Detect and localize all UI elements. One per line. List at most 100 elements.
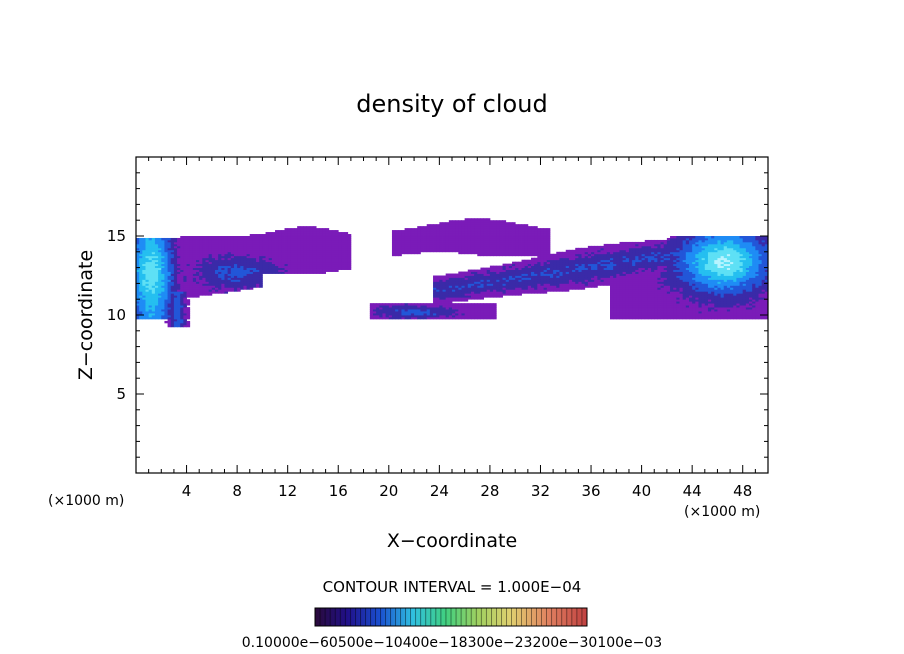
density-cell	[515, 251, 519, 255]
density-cell	[581, 259, 586, 263]
density-cell	[294, 245, 298, 249]
density-cell	[673, 255, 677, 259]
density-cell	[154, 299, 159, 302]
density-cell	[227, 265, 232, 269]
density-cell	[237, 267, 241, 270]
density-cell	[151, 241, 156, 245]
density-cell	[407, 307, 412, 310]
density-cell	[145, 301, 150, 304]
density-cell	[546, 253, 551, 257]
density-cell	[531, 230, 535, 233]
density-cell	[294, 265, 298, 269]
density-cell	[464, 285, 469, 288]
density-cell	[139, 316, 143, 320]
density-cell	[508, 245, 513, 249]
density-cell	[477, 220, 481, 223]
density-cell	[644, 271, 649, 274]
density-cell	[290, 237, 295, 241]
density-cell	[136, 249, 140, 253]
density-cell	[470, 316, 475, 320]
density-cell	[309, 243, 314, 247]
density-cell	[512, 237, 516, 241]
density-cell	[508, 237, 513, 241]
density-cell	[480, 316, 484, 320]
density-cell	[670, 267, 674, 270]
density-cell	[657, 245, 661, 249]
density-cell	[568, 265, 573, 269]
density-cell	[218, 291, 222, 294]
density-cell	[499, 287, 503, 290]
density-cell	[211, 271, 216, 274]
density-cell	[347, 261, 352, 265]
density-cell	[663, 255, 668, 259]
density-cell	[290, 265, 295, 269]
density-cell	[496, 283, 500, 286]
density-cell	[553, 263, 557, 267]
density-cell	[341, 237, 345, 241]
density-cell	[161, 313, 165, 316]
density-cell	[265, 247, 270, 251]
density-cell	[256, 255, 260, 259]
density-cell	[433, 247, 437, 251]
density-cell	[297, 247, 301, 251]
density-cell	[521, 251, 526, 255]
density-cell	[414, 303, 418, 306]
density-cell	[164, 320, 168, 324]
density-cell	[458, 236, 462, 239]
density-cell	[338, 259, 342, 263]
density-cell	[167, 261, 172, 265]
density-cell	[613, 281, 617, 284]
density-cell	[426, 226, 431, 229]
density-cell	[676, 307, 680, 310]
density-cell	[505, 281, 510, 284]
density-cell	[145, 293, 150, 296]
density-cell	[426, 309, 431, 312]
density-cell	[537, 263, 541, 267]
density-cell	[445, 279, 450, 282]
density-cell	[676, 259, 680, 263]
density-cell	[445, 239, 450, 243]
density-cell	[591, 267, 595, 270]
density-cell	[496, 291, 500, 294]
density-cell	[464, 226, 469, 229]
density-cell	[180, 271, 184, 274]
density-cell	[540, 289, 545, 292]
density-cell	[467, 316, 472, 320]
density-cell	[170, 320, 175, 324]
density-cell	[164, 237, 168, 241]
density-cell	[575, 247, 579, 251]
density-cell	[638, 303, 642, 306]
density-cell	[331, 245, 336, 249]
density-cell	[233, 269, 238, 272]
density-cell	[568, 281, 573, 284]
density-cell	[644, 269, 649, 272]
density-cell	[521, 245, 526, 249]
density-cell	[287, 255, 292, 259]
density-cell	[534, 253, 538, 257]
density-cell	[625, 257, 630, 261]
density-cell	[439, 291, 443, 294]
density-cell	[306, 271, 311, 274]
density-cell	[477, 297, 481, 300]
density-cell	[240, 261, 244, 265]
density-cell	[373, 311, 377, 314]
density-cell	[531, 237, 535, 241]
density-cell	[139, 277, 143, 280]
density-cell	[622, 283, 627, 286]
density-cell	[243, 283, 247, 286]
density-cell	[154, 251, 159, 255]
density-cell	[622, 255, 627, 259]
density-cell	[521, 247, 526, 251]
density-cell	[635, 271, 639, 274]
density-cell	[553, 273, 557, 276]
density-cell	[660, 285, 665, 288]
density-cell	[414, 313, 418, 316]
density-cell	[499, 241, 503, 245]
density-cell	[496, 241, 500, 245]
density-cell	[312, 230, 317, 233]
density-cell	[635, 309, 639, 312]
density-cell	[480, 313, 484, 316]
density-cell	[312, 271, 317, 274]
density-cell	[641, 243, 646, 247]
density-cell	[464, 297, 469, 300]
